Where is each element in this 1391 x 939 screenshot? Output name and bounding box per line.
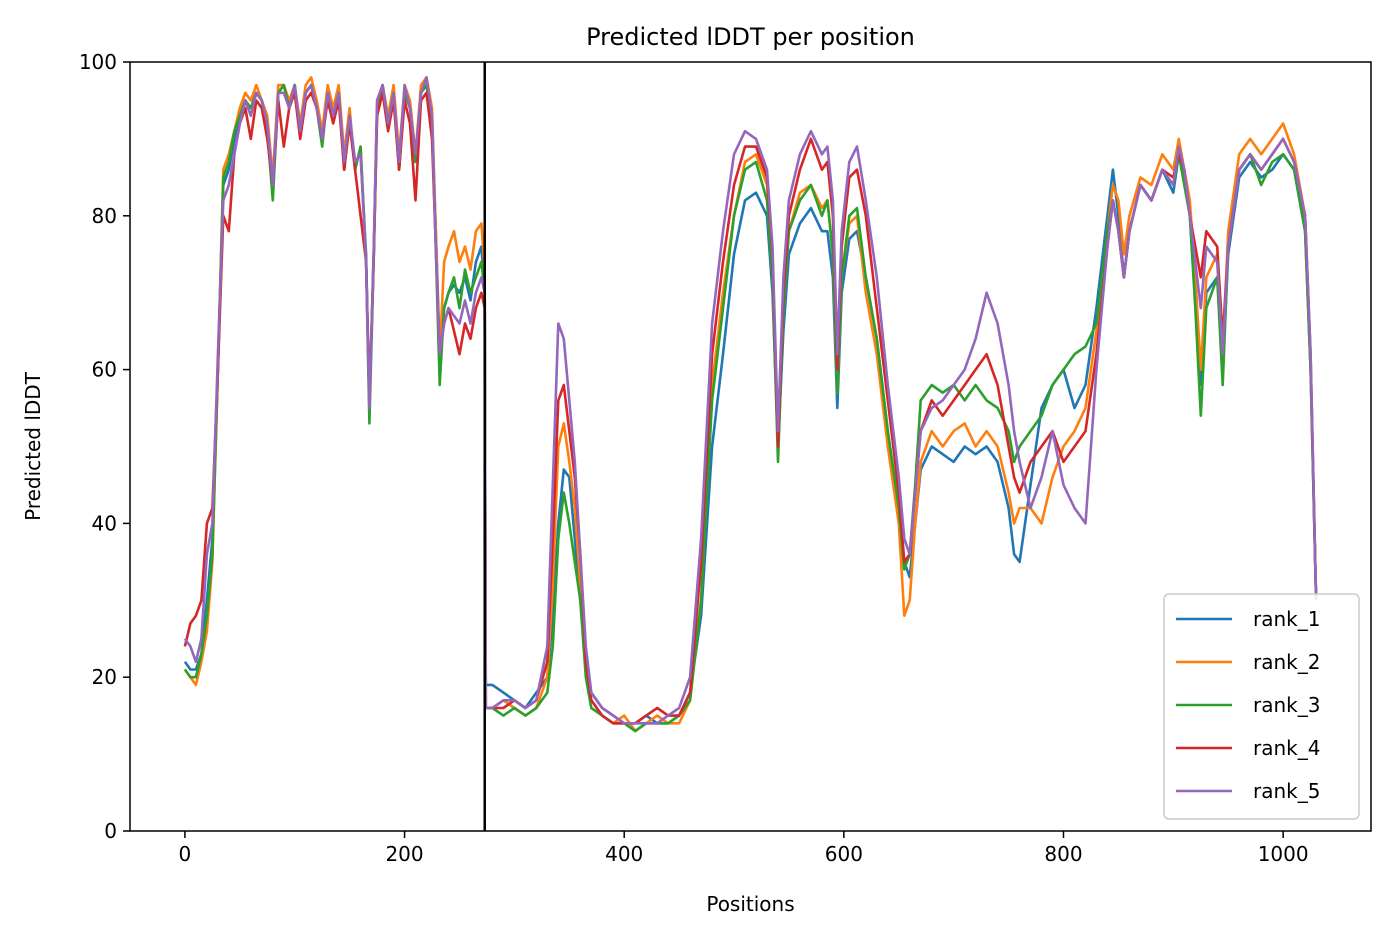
x-tick-label: 1000 bbox=[1258, 842, 1309, 866]
y-tick-label: 100 bbox=[79, 50, 117, 74]
y-tick-label: 80 bbox=[92, 204, 117, 228]
y-axis: 0 20 40 60 80 100 bbox=[79, 50, 130, 843]
x-tick-label: 600 bbox=[825, 842, 863, 866]
x-axis: 0 200 400 600 800 1000 bbox=[179, 831, 1309, 866]
y-tick-label: 40 bbox=[92, 511, 117, 535]
x-axis-label: Positions bbox=[706, 892, 794, 916]
legend-label-rank_4: rank_4 bbox=[1253, 736, 1320, 760]
legend-label-rank_1: rank_1 bbox=[1253, 607, 1320, 631]
y-tick-label: 60 bbox=[92, 358, 117, 382]
legend-label-rank_3: rank_3 bbox=[1253, 693, 1320, 717]
legend-label-rank_2: rank_2 bbox=[1253, 650, 1320, 674]
legend-box bbox=[1163, 593, 1360, 820]
y-axis-label: Predicted lDDT bbox=[21, 371, 45, 521]
x-tick-label: 800 bbox=[1044, 842, 1082, 866]
x-tick-label: 400 bbox=[605, 842, 643, 866]
legend-label-rank_5: rank_5 bbox=[1253, 779, 1320, 803]
series-line-rank_4 bbox=[183, 91, 1318, 725]
axes-frame bbox=[129, 61, 1372, 832]
x-tick-label: 200 bbox=[385, 842, 423, 866]
series-line-rank_5 bbox=[183, 76, 1318, 725]
legend: rank_1 rank_2 rank_3 rank_4 rank_5 bbox=[1163, 593, 1360, 820]
chart-title: Predicted lDDT per position bbox=[586, 23, 915, 51]
y-tick-label: 20 bbox=[92, 665, 117, 689]
series-layer bbox=[183, 76, 1318, 733]
x-tick-label: 0 bbox=[179, 842, 192, 866]
y-tick-label: 0 bbox=[104, 819, 117, 843]
